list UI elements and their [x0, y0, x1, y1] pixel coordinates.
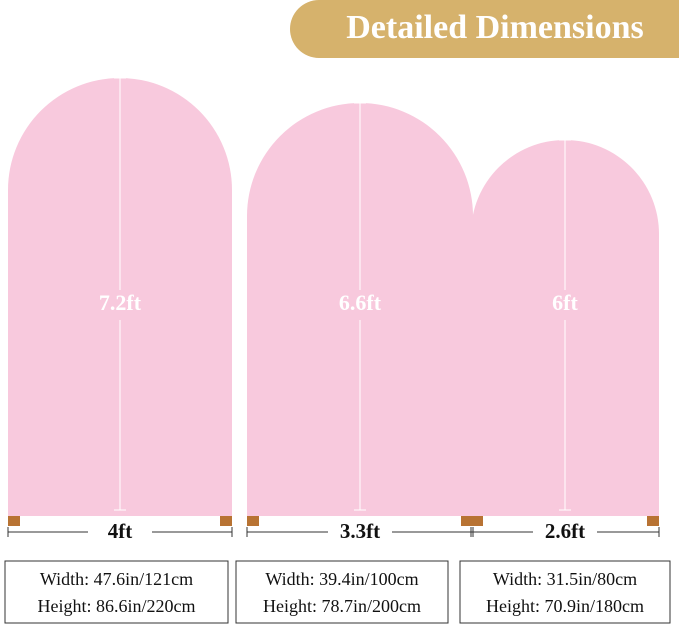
- stand-foot: [220, 516, 232, 526]
- title-banner: [290, 0, 679, 58]
- width-label: 4ft: [108, 519, 133, 543]
- label-bg: [535, 290, 595, 320]
- spec-box: [235, 560, 449, 624]
- spec-box: [459, 560, 671, 624]
- stand-foot: [647, 516, 659, 526]
- arches: 7.2ft 4ft Width: 47.6in/121cm Height: 86.6i…: [4, 77, 671, 624]
- label-bg: [330, 290, 390, 320]
- label-bg: [88, 520, 152, 544]
- stand-foot: [461, 516, 473, 526]
- width-spec: Width: 47.6in/121cm: [40, 569, 193, 589]
- title: Detailed Dimensions: [346, 9, 644, 46]
- width-label: 3.3ft: [340, 519, 380, 543]
- width-spec: Width: 39.4in/100cm: [265, 569, 418, 589]
- stand-foot: [8, 516, 20, 526]
- width-spec: Width: 31.5in/80cm: [493, 569, 637, 589]
- label-bg: [533, 520, 597, 544]
- stand-foot: [471, 516, 483, 526]
- label-bg: [90, 290, 150, 320]
- stand-foot: [247, 516, 259, 526]
- height-label: 6.6ft: [339, 290, 382, 315]
- label-bg: [328, 520, 392, 544]
- spec-box: [4, 560, 229, 624]
- height-spec: Height: 86.6in/220cm: [38, 596, 196, 616]
- height-spec: Height: 78.7in/200cm: [263, 596, 421, 616]
- width-label: 2.6ft: [545, 519, 585, 543]
- height-label: 7.2ft: [99, 290, 142, 315]
- height-spec: Height: 70.9in/180cm: [486, 596, 644, 616]
- height-label: 6ft: [552, 290, 578, 315]
